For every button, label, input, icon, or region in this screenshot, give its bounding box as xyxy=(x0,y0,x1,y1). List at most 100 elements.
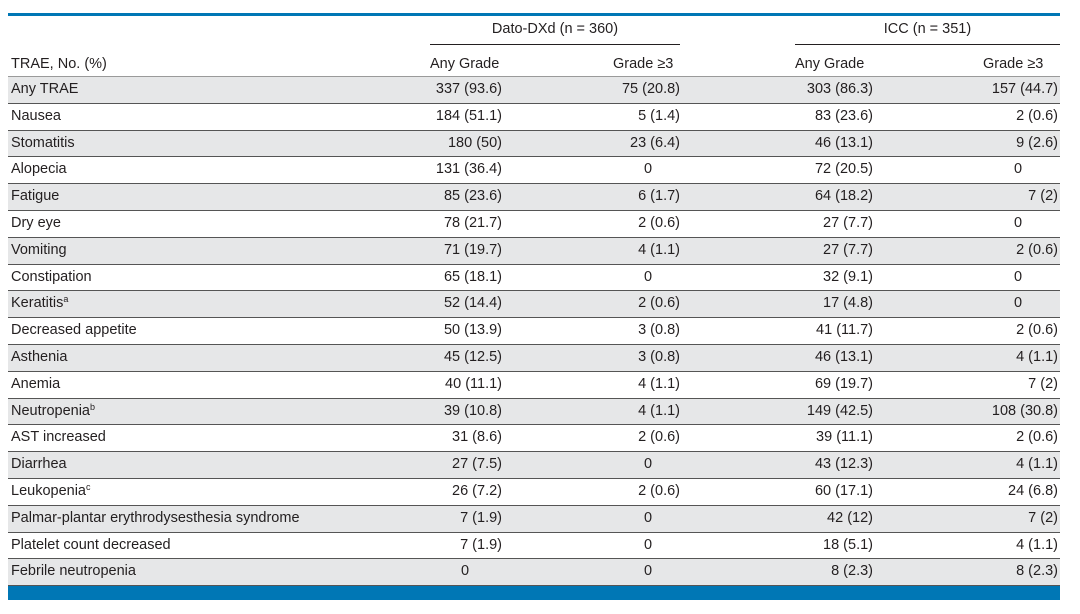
table-cell: 24 (6.8) xyxy=(1008,482,1058,499)
row-label: Platelet count decreased xyxy=(11,533,171,559)
row-label-text: Diarrhea xyxy=(11,456,67,473)
group-header-icc: ICC (n = 351) xyxy=(795,20,1060,45)
table-cell: 4 (1.1) xyxy=(638,402,680,419)
row-label-text: Dry eye xyxy=(11,214,61,231)
table-cell: 3 (0.8) xyxy=(638,322,680,339)
table-cell: 0 xyxy=(643,161,653,178)
row-label-text: Constipation xyxy=(11,268,92,285)
table-cell: 83 (23.6) xyxy=(814,107,873,124)
row-label-text: Decreased appetite xyxy=(11,322,137,339)
table-cell: 131 (36.4) xyxy=(435,161,502,178)
table-cell: 4 (1.1) xyxy=(638,241,680,258)
table-cell: 60 (17.1) xyxy=(814,482,873,499)
table-cell: 2 (0.6) xyxy=(1016,241,1058,258)
header-rule xyxy=(8,76,1060,77)
row-label-text: Anemia xyxy=(11,375,61,392)
table-row: Any TRAE 337 (93.6) 75 (20.8) 303 (86.3) 157… xyxy=(8,77,1060,104)
table-row: Stomatitis 180 (50) 23 (6.4) 46 (13.1) 9 (2.… xyxy=(8,130,1060,158)
table-row: Anemia 40 (11.1) 4 (1.1) 69 (19.7) 7 (2) xyxy=(8,372,1060,399)
table-row: Keratitisa 52 (14.4) 2 (0.6) 17 (4.8) 0 xyxy=(8,291,1060,319)
table-cell: 4 (1.1) xyxy=(1016,536,1058,553)
table-cell: 18 (5.1) xyxy=(823,536,873,553)
table-cell: 42 (12) xyxy=(827,509,873,526)
table-top-rule xyxy=(8,13,1060,16)
row-label: Palmar-plantar erythrodysesthesia syndro… xyxy=(11,506,300,532)
footnote-marker: c xyxy=(86,481,91,492)
column-header-icc-any-grade: Any Grade xyxy=(795,56,865,72)
row-label-text: Stomatitis xyxy=(11,134,75,151)
table-cell: 8 (2.3) xyxy=(1016,563,1058,580)
table-cell: 2 (0.6) xyxy=(638,429,680,446)
table-cell: 7 (2) xyxy=(1028,375,1058,392)
table-cell: 149 (42.5) xyxy=(806,402,873,419)
table-cell: 7 (1.9) xyxy=(460,536,502,553)
table-cell: 2 (0.6) xyxy=(638,214,680,231)
table-cell: 40 (11.1) xyxy=(445,375,502,392)
table-cell: 75 (20.8) xyxy=(621,81,680,97)
table-cell: 2 (0.6) xyxy=(1016,429,1058,446)
row-label: Febrile neutropenia xyxy=(11,559,136,585)
table-cell: 4 (1.1) xyxy=(1016,456,1058,473)
row-label: Nausea xyxy=(11,104,61,130)
row-label-text: Vomiting xyxy=(11,241,67,258)
table-cell: 8 (2.3) xyxy=(831,563,873,580)
table-cell: 184 (51.1) xyxy=(435,107,502,124)
table-cell: 0 xyxy=(643,268,653,285)
table-cell: 32 (9.1) xyxy=(823,268,873,285)
row-label-text: Palmar-plantar erythrodysesthesia syndro… xyxy=(11,509,300,526)
table-cell: 85 (23.6) xyxy=(443,188,502,205)
table-cell: 64 (18.2) xyxy=(814,188,873,205)
table-cell: 7 (2) xyxy=(1028,188,1058,205)
group-header-dato-dxd: Dato-DXd (n = 360) xyxy=(430,20,680,45)
row-label: Keratitisa xyxy=(11,291,68,317)
table-cell: 78 (21.7) xyxy=(443,214,502,231)
table-cell: 5 (1.4) xyxy=(638,107,680,124)
table-row: Febrile neutropenia 0 0 8 (2.3) 8 (2.3) xyxy=(8,559,1060,587)
table-cell: 0 xyxy=(1013,161,1023,178)
column-header-dato-any-grade: Any Grade xyxy=(430,56,500,72)
table-row: Alopecia 131 (36.4) 0 72 (20.5) 0 xyxy=(8,157,1060,185)
footnote-marker: b xyxy=(90,401,96,412)
table-row: Constipation 65 (18.1) 0 32 (9.1) 0 xyxy=(8,265,1060,292)
table-cell: 4 (1.1) xyxy=(638,375,680,392)
table-cell: 52 (14.4) xyxy=(443,295,502,312)
table-bottom-bar xyxy=(8,586,1060,600)
table-cell: 41 (11.7) xyxy=(816,322,873,339)
table-cell: 71 (19.7) xyxy=(443,241,502,258)
table-cell: 9 (2.6) xyxy=(1016,134,1058,151)
row-label-text: Febrile neutropenia xyxy=(11,563,136,580)
row-label: Dry eye xyxy=(11,211,61,237)
table-cell: 6 (1.7) xyxy=(638,188,680,205)
table-cell: 4 (1.1) xyxy=(1016,348,1058,365)
table-cell: 2 (0.6) xyxy=(1016,322,1058,339)
table-row: Diarrhea 27 (7.5) 0 43 (12.3) 4 (1.1) xyxy=(8,452,1060,479)
table-cell: 108 (30.8) xyxy=(991,402,1058,419)
table-row: Fatigue 85 (23.6) 6 (1.7) 64 (18.2) 7 (2) xyxy=(8,184,1060,211)
table-cell: 0 xyxy=(643,563,653,580)
row-label: Anemia xyxy=(11,372,60,398)
table-cell: 7 (1.9) xyxy=(460,509,502,526)
table-row: Platelet count decreased 7 (1.9) 0 18 (5.1)… xyxy=(8,533,1060,560)
row-label: Constipation xyxy=(11,265,92,291)
table-row: Decreased appetite 50 (13.9) 3 (0.8) 41 (11… xyxy=(8,318,1060,345)
row-label: Neutropeniab xyxy=(11,399,95,425)
table-cell: 50 (13.9) xyxy=(443,322,502,339)
table-cell: 27 (7.7) xyxy=(823,241,873,258)
row-label-text: Any TRAE xyxy=(11,81,79,97)
table-cell: 0 xyxy=(460,563,470,580)
table-cell: 3 (0.8) xyxy=(638,348,680,365)
row-label-text: Asthenia xyxy=(11,348,68,365)
row-label: Any TRAE xyxy=(11,77,78,103)
footnote-marker: a xyxy=(63,294,69,305)
table-cell: 39 (11.1) xyxy=(816,429,873,446)
table-cell: 157 (44.7) xyxy=(991,81,1058,97)
table-cell: 337 (93.6) xyxy=(435,81,502,97)
table-cell: 65 (18.1) xyxy=(443,268,502,285)
row-label-text: AST increased xyxy=(11,429,106,446)
row-label: Decreased appetite xyxy=(11,318,137,344)
table-row: AST increased 31 (8.6) 2 (0.6) 39 (11.1) 2 (… xyxy=(8,425,1060,453)
table-cell: 39 (10.8) xyxy=(443,402,502,419)
table-cell: 0 xyxy=(1013,295,1023,312)
row-label: Alopecia xyxy=(11,157,67,183)
table-cell: 303 (86.3) xyxy=(806,81,873,97)
